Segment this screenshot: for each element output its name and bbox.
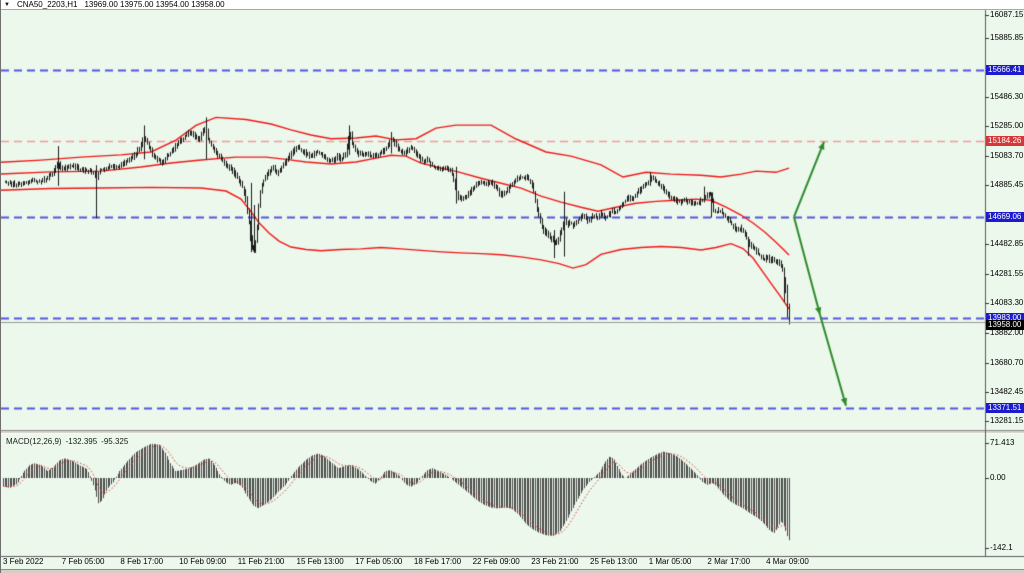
macd-value: -132.395 — [65, 437, 98, 446]
time-label: 23 Feb 21:00 — [531, 557, 579, 566]
macd-signal-value: -95.325 — [101, 437, 129, 446]
time-label: 25 Feb 13:00 — [590, 557, 638, 566]
time-label: 11 Feb 21:00 — [237, 557, 285, 566]
hline-price-label[interactable]: 15184.26 — [986, 136, 1024, 147]
time-label: 8 Feb 17:00 — [120, 557, 164, 566]
time-label: 15 Feb 13:00 — [296, 557, 344, 566]
price-scale-tick: 15486.30 — [990, 91, 1024, 101]
price-scale-tick: 13281.15 — [990, 416, 1024, 426]
time-label: 7 Feb 05:00 — [61, 557, 105, 566]
time-label: 1 Mar 05:00 — [648, 557, 692, 566]
hline-price-label[interactable]: 13983.00 — [986, 313, 1024, 324]
time-label: 2 Mar 17:00 — [707, 557, 751, 566]
price-scale-tick: 13680.70 — [990, 357, 1024, 367]
macd-scale-tick: -142.1 — [990, 542, 1013, 552]
macd-scale-tick: 0.00 — [990, 473, 1006, 482]
price-scale-tick: 15285.00 — [990, 121, 1024, 131]
chart-menu-icon[interactable]: ▼ — [4, 1, 10, 8]
hline-price-label[interactable]: 13371.51 — [986, 403, 1024, 414]
time-label: 4 Mar 09:00 — [766, 557, 809, 566]
time-label: 3 Feb 2022 — [3, 557, 44, 566]
time-axis[interactable]: 3 Feb 2022 7 Feb 05:00 8 Feb 17:00 10 Feb 0… — [1, 557, 985, 569]
price-scale-tick: 15083.70 — [990, 150, 1024, 160]
price-scale-tick: 13882.00 — [990, 327, 1024, 337]
time-label: 17 Feb 05:00 — [355, 557, 403, 566]
macd-scale-tick: 71.413 — [990, 438, 1015, 447]
price-scale-tick: 14281.55 — [990, 269, 1024, 279]
price-axis[interactable]: 16087.15 15885.85 15486.30 15285.00 15083.70… — [985, 10, 1024, 556]
macd-indicator-name: MACD(12,26,9) — [6, 437, 62, 446]
chart-ohlc-quote: 13969.00 13975.00 13954.00 13958.00 — [84, 0, 225, 9]
current-price-label: 13958.00 — [986, 320, 1024, 331]
macd-indicator-label: MACD(12,26,9) -132.395 -95.325 — [6, 437, 132, 446]
price-scale-tick: 14083.30 — [990, 298, 1024, 308]
time-label: 22 Feb 09:00 — [472, 557, 520, 566]
window-bottom-strip — [1, 569, 1024, 573]
chart-title-bar: ▼ CNA50_2203,H1 13969.00 13975.00 13954.… — [1, 0, 1024, 10]
time-label: 10 Feb 09:00 — [179, 557, 227, 566]
hline-price-label[interactable]: 14669.06 — [986, 211, 1024, 222]
price-scale-tick: 14482.85 — [990, 239, 1024, 249]
hline-price-label[interactable]: 15666.41 — [986, 64, 1024, 75]
price-scale-tick: 14885.45 — [990, 180, 1024, 190]
price-scale-tick: 16087.15 — [990, 10, 1024, 19]
chart-symbol-period: CNA50_2203,H1 — [16, 0, 78, 9]
price-scale-tick: 13482.45 — [990, 386, 1024, 396]
price-scale-tick: 15885.85 — [990, 32, 1024, 42]
time-label: 18 Feb 17:00 — [413, 557, 462, 566]
